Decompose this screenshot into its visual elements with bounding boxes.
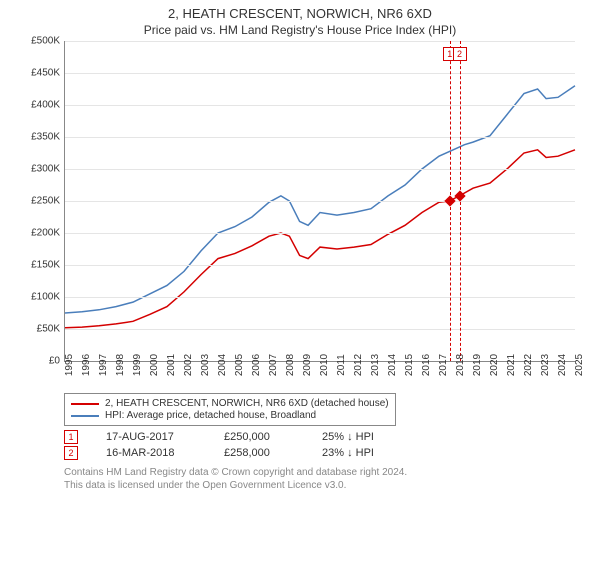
legend-item: 2, HEATH CRESCENT, NORWICH, NR6 6XD (det… bbox=[71, 398, 389, 409]
chart-title: 2, HEATH CRESCENT, NORWICH, NR6 6XD bbox=[0, 6, 600, 21]
transaction-price: £250,000 bbox=[224, 431, 294, 443]
x-axis-label: 2005 bbox=[234, 354, 245, 376]
footer-line-2: This data is licensed under the Open Gov… bbox=[64, 479, 580, 492]
gridline bbox=[65, 169, 575, 170]
x-axis-label: 1999 bbox=[132, 354, 143, 376]
transaction-delta: 25% ↓ HPI bbox=[322, 431, 374, 443]
x-axis-label: 1997 bbox=[98, 354, 109, 376]
marker-box: 2 bbox=[453, 47, 467, 61]
y-axis-label: £500K bbox=[18, 36, 60, 47]
y-axis-label: £150K bbox=[18, 260, 60, 271]
chart-container: 2, HEATH CRESCENT, NORWICH, NR6 6XD Pric… bbox=[0, 6, 600, 566]
footer-line-1: Contains HM Land Registry data © Crown c… bbox=[64, 466, 580, 479]
x-axis-label: 2003 bbox=[200, 354, 211, 376]
transactions-list: 1 17-AUG-2017 £250,000 25% ↓ HPI 2 16-MAR-201… bbox=[0, 430, 600, 460]
legend-swatch bbox=[71, 403, 99, 405]
x-axis-label: 2020 bbox=[489, 354, 500, 376]
transaction-date: 16-MAR-2018 bbox=[106, 447, 196, 459]
transaction-marker: 2 bbox=[64, 446, 78, 460]
x-axis-label: 2001 bbox=[166, 354, 177, 376]
x-axis-label: 2018 bbox=[455, 354, 466, 376]
gridline bbox=[65, 73, 575, 74]
y-axis-label: £200K bbox=[18, 228, 60, 239]
x-axis-label: 2008 bbox=[285, 354, 296, 376]
gridline bbox=[65, 265, 575, 266]
y-axis-label: £350K bbox=[18, 132, 60, 143]
x-axis-label: 2017 bbox=[438, 354, 449, 376]
x-axis-label: 2002 bbox=[183, 354, 194, 376]
y-axis-label: £0 bbox=[18, 356, 60, 367]
gridline bbox=[65, 137, 575, 138]
x-axis-label: 2015 bbox=[404, 354, 415, 376]
x-axis-label: 2000 bbox=[149, 354, 160, 376]
y-axis-label: £400K bbox=[18, 100, 60, 111]
legend-item: HPI: Average price, detached house, Broa… bbox=[71, 410, 389, 421]
x-axis-label: 2010 bbox=[319, 354, 330, 376]
y-axis-label: £100K bbox=[18, 292, 60, 303]
y-axis-label: £250K bbox=[18, 196, 60, 207]
series-line bbox=[65, 86, 575, 313]
x-axis-label: 2025 bbox=[574, 354, 585, 376]
transaction-row: 2 16-MAR-2018 £258,000 23% ↓ HPI bbox=[64, 446, 600, 460]
series-line bbox=[65, 150, 575, 328]
x-axis-label: 2014 bbox=[387, 354, 398, 376]
y-axis-label: £50K bbox=[18, 324, 60, 335]
x-axis-label: 2016 bbox=[421, 354, 432, 376]
x-axis-label: 2006 bbox=[251, 354, 262, 376]
x-axis-label: 1995 bbox=[64, 354, 75, 376]
x-axis-label: 2019 bbox=[472, 354, 483, 376]
gridline bbox=[65, 201, 575, 202]
x-axis-label: 2011 bbox=[336, 354, 347, 376]
gridline bbox=[65, 297, 575, 298]
y-axis-label: £300K bbox=[18, 164, 60, 175]
x-axis-label: 1996 bbox=[81, 354, 92, 376]
gridline bbox=[65, 329, 575, 330]
x-axis-label: 2009 bbox=[302, 354, 313, 376]
x-axis-label: 2024 bbox=[557, 354, 568, 376]
x-axis-label: 2012 bbox=[353, 354, 364, 376]
chart-area: 12 £0 £50K £100K £150K £200K £250K £300K £350K £… bbox=[20, 41, 580, 391]
y-axis-label: £450K bbox=[18, 68, 60, 79]
x-axis-label: 2007 bbox=[268, 354, 279, 376]
x-axis-label: 2022 bbox=[523, 354, 534, 376]
x-axis-label: 2004 bbox=[217, 354, 228, 376]
gridline bbox=[65, 233, 575, 234]
legend-swatch bbox=[71, 415, 99, 417]
transaction-date: 17-AUG-2017 bbox=[106, 431, 196, 443]
transaction-price: £258,000 bbox=[224, 447, 294, 459]
gridline bbox=[65, 105, 575, 106]
gridline bbox=[65, 41, 575, 42]
attribution-footer: Contains HM Land Registry data © Crown c… bbox=[64, 466, 580, 492]
transaction-marker: 1 bbox=[64, 430, 78, 444]
legend: 2, HEATH CRESCENT, NORWICH, NR6 6XD (det… bbox=[64, 393, 396, 426]
transaction-row: 1 17-AUG-2017 £250,000 25% ↓ HPI bbox=[64, 430, 600, 444]
x-axis-label: 2021 bbox=[506, 354, 517, 376]
transaction-delta: 23% ↓ HPI bbox=[322, 447, 374, 459]
legend-label: HPI: Average price, detached house, Broa… bbox=[105, 410, 316, 421]
chart-subtitle: Price paid vs. HM Land Registry's House … bbox=[0, 23, 600, 37]
x-axis-label: 2013 bbox=[370, 354, 381, 376]
plot-area: 12 bbox=[64, 41, 575, 362]
legend-label: 2, HEATH CRESCENT, NORWICH, NR6 6XD (det… bbox=[105, 398, 389, 409]
x-axis-label: 1998 bbox=[115, 354, 126, 376]
x-axis-label: 2023 bbox=[540, 354, 551, 376]
